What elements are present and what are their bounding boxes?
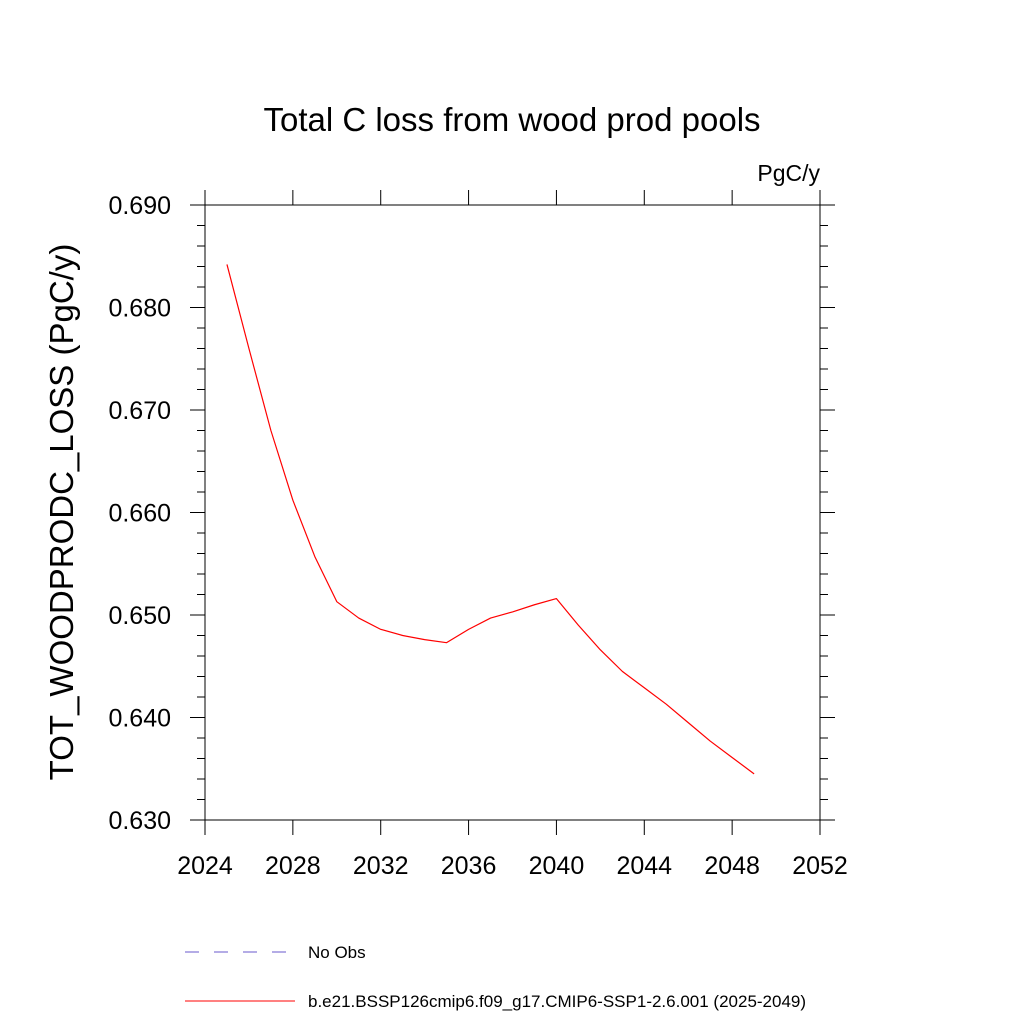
legend-label-series: b.e21.BSSP126cmip6.f09_g17.CMIP6-SSP1-2.… — [308, 992, 806, 1011]
x-tick-label: 2032 — [353, 852, 409, 880]
y-tick-labels: 0.630 0.640 0.650 0.660 0.670 0.680 0.690 — [108, 192, 171, 835]
axis-ticks — [190, 190, 835, 835]
y-tick-label: 0.650 — [108, 602, 171, 630]
plot-frame — [204, 204, 821, 821]
x-tick-label: 2048 — [704, 852, 760, 880]
units-label: PgC/y — [757, 160, 820, 186]
x-tick-label: 2036 — [441, 852, 497, 880]
x-tick-label: 2028 — [265, 852, 321, 880]
series-line — [226, 264, 755, 775]
y-axis-label: TOT_WOODPRODC_LOSS (PgC/y) — [43, 244, 80, 781]
x-tick-label: 2040 — [529, 852, 585, 880]
x-tick-label: 2052 — [792, 852, 848, 880]
y-tick-label: 0.670 — [108, 397, 171, 425]
y-tick-label: 0.660 — [108, 500, 171, 528]
y-tick-label: 0.690 — [108, 192, 171, 220]
x-tick-label: 2024 — [177, 852, 233, 880]
y-tick-label: 0.630 — [108, 807, 171, 835]
legend-label-no-obs: No Obs — [308, 943, 366, 962]
chart-title: Total C loss from wood prod pools — [263, 101, 760, 138]
y-tick-label: 0.680 — [108, 295, 171, 323]
x-tick-label: 2044 — [616, 852, 672, 880]
x-tick-labels: 2024 2028 2032 2036 2040 2044 2048 2052 — [177, 852, 848, 880]
series-lines — [226, 264, 755, 775]
y-tick-label: 0.640 — [108, 705, 171, 733]
legend: No Obs b.e21.BSSP126cmip6.f09_g17.CMIP6-… — [185, 943, 806, 1011]
